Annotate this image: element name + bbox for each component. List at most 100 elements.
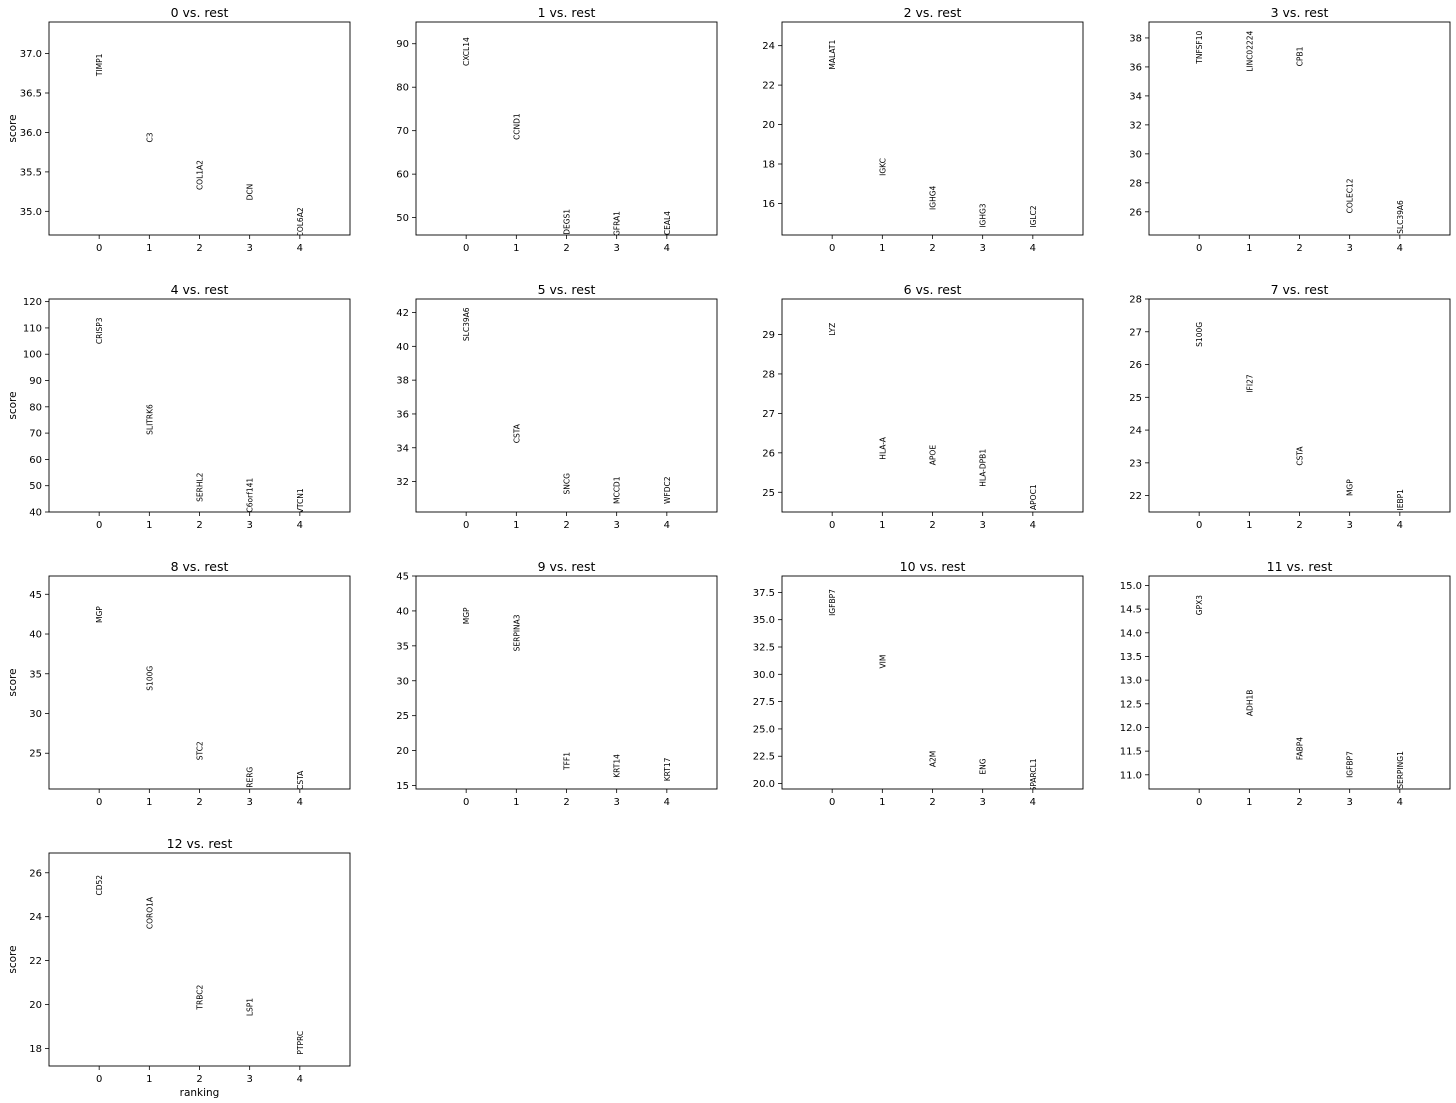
gene-label: COL1A2	[196, 160, 205, 190]
gene-label: IGLC2	[1029, 205, 1038, 227]
y-tick-label: 34	[396, 443, 409, 454]
x-tick-label: 1	[146, 1074, 152, 1085]
gene-label: TFF1	[563, 752, 572, 771]
x-tick-label: 1	[879, 243, 885, 254]
gene-label: STC2	[196, 741, 205, 760]
y-tick-label: 25	[762, 488, 775, 499]
y-axis-label: score	[7, 391, 19, 419]
x-tick-label: 3	[613, 243, 619, 254]
y-tick-label: 27	[1129, 327, 1142, 338]
gene-label: S100G	[145, 666, 154, 691]
y-tick-label: 30	[29, 709, 42, 720]
panel-9: 9 vs. rest 15 20 25 30 35 40 45 0 1 2 3 4 MGP SERPINA3…	[396, 559, 718, 808]
gene-label: C3	[145, 132, 154, 142]
gene-label: APOC1	[1029, 484, 1038, 510]
panel-title: 4 vs. rest	[171, 282, 229, 297]
y-axis-label: score	[7, 114, 19, 142]
x-tick-label: 0	[96, 243, 102, 254]
x-tick-label: 3	[613, 797, 619, 808]
gene-label: KRT14	[613, 754, 622, 778]
x-tick-label: 2	[563, 520, 569, 531]
y-tick-label: 24	[762, 41, 775, 52]
gene-label: A2M	[929, 751, 938, 767]
gene-label: VTCN1	[296, 488, 305, 513]
y-tick-label: 42	[396, 308, 409, 319]
gene-label: IGHG3	[979, 203, 988, 227]
panel-title: 0 vs. rest	[171, 5, 229, 20]
gene-label: FABP4	[1296, 737, 1305, 760]
y-tick-label: 34	[1129, 91, 1142, 102]
x-tick-label: 2	[1296, 520, 1302, 531]
x-tick-label: 4	[1030, 797, 1036, 808]
gene-label: CORO1A	[145, 896, 154, 929]
y-tick-label: 90	[29, 376, 42, 387]
y-tick-label: 38	[1129, 33, 1142, 44]
gene-label: TIMP1	[95, 53, 104, 77]
gene-label: MGP	[462, 607, 471, 624]
x-tick-label: 4	[297, 243, 303, 254]
y-tick-label: 26	[1129, 360, 1142, 371]
gene-label: SLITRK6	[145, 404, 154, 435]
gene-label: IGFBP7	[828, 589, 837, 616]
x-tick-label: 4	[664, 797, 670, 808]
x-tick-label: 3	[246, 520, 252, 531]
x-tick-label: 3	[979, 243, 985, 254]
x-tick-label: 1	[879, 797, 885, 808]
gene-label: SLC39A6	[462, 307, 471, 341]
y-tick-label: 100	[23, 350, 42, 361]
panel-title: 3 vs. rest	[1271, 5, 1329, 20]
panel-6: 6 vs. rest 25 26 27 28 29 0 1 2 3 4 LYZ HLA-A APOE HLA…	[762, 282, 1084, 531]
y-tick-label: 32	[1129, 120, 1142, 131]
panel-4: 4 vs. rest 40 50 60 70 80 90 100 110 120 0 1 2 3 4 CRIS…	[7, 282, 351, 531]
panel-12: 12 vs. rest 18 20 22 24 26 0 1 2 3 4 CD52 CORO1A TRBC…	[7, 836, 351, 1099]
y-tick-label: 37.5	[753, 588, 775, 599]
panel-11: 11 vs. rest 11.0 11.5 12.0 12.5 13.0 13.5 14.0 1…	[1120, 559, 1451, 808]
x-tick-label: 2	[1296, 797, 1302, 808]
x-tick-label: 0	[96, 1074, 102, 1085]
x-tick-label: 4	[297, 1074, 303, 1085]
x-tick-label: 4	[1397, 520, 1403, 531]
x-tick-label: 0	[1196, 797, 1202, 808]
gene-label: DEGS1	[563, 209, 572, 235]
gene-label: WFDC2	[663, 476, 672, 504]
y-tick-label: 29	[762, 330, 775, 341]
gene-label: VIM	[878, 655, 887, 669]
y-tick-label: 14.5	[1120, 605, 1142, 616]
y-tick-label: 60	[396, 170, 409, 181]
y-tick-label: 45	[396, 572, 409, 583]
y-tick-label: 13.5	[1120, 652, 1142, 663]
y-tick-label: 36	[396, 409, 409, 420]
y-tick-label: 22.5	[753, 752, 775, 763]
y-tick-label: 18	[29, 1044, 42, 1055]
x-tick-label: 2	[929, 243, 935, 254]
x-tick-label: 2	[563, 243, 569, 254]
y-tick-label: 36.5	[20, 89, 42, 100]
gene-label: GFRA1	[613, 211, 622, 236]
gene-label: COLEC12	[1346, 178, 1355, 213]
panel-title: 7 vs. rest	[1271, 282, 1329, 297]
y-tick-label: 35.0	[20, 207, 42, 218]
panel-title: 11 vs. rest	[1267, 559, 1333, 574]
x-tick-label: 3	[246, 797, 252, 808]
panel-0: 0 vs. rest 35.0 35.5 36.0 36.5 37.0 0 1 2 3 4 TIMP1…	[7, 5, 351, 254]
x-tick-label: 1	[513, 520, 519, 531]
gene-label: IGHG4	[929, 185, 938, 209]
y-tick-label: 11.5	[1120, 747, 1142, 758]
gene-label: LYZ	[828, 323, 837, 336]
gene-label: SERPINA3	[512, 614, 521, 651]
y-tick-label: 20	[762, 120, 775, 131]
y-tick-label: 26	[762, 448, 775, 459]
y-tick-label: 27.5	[753, 697, 775, 708]
gene-label: CSTA	[296, 770, 305, 790]
gene-label: IGFBP7	[1346, 751, 1355, 778]
x-tick-label: 0	[96, 797, 102, 808]
gene-label: CSTA	[512, 423, 521, 443]
y-tick-label: 20	[29, 1000, 42, 1011]
y-tick-label: 32.5	[753, 643, 775, 654]
gene-label: KRT17	[663, 757, 672, 781]
y-tick-label: 40	[29, 508, 42, 519]
